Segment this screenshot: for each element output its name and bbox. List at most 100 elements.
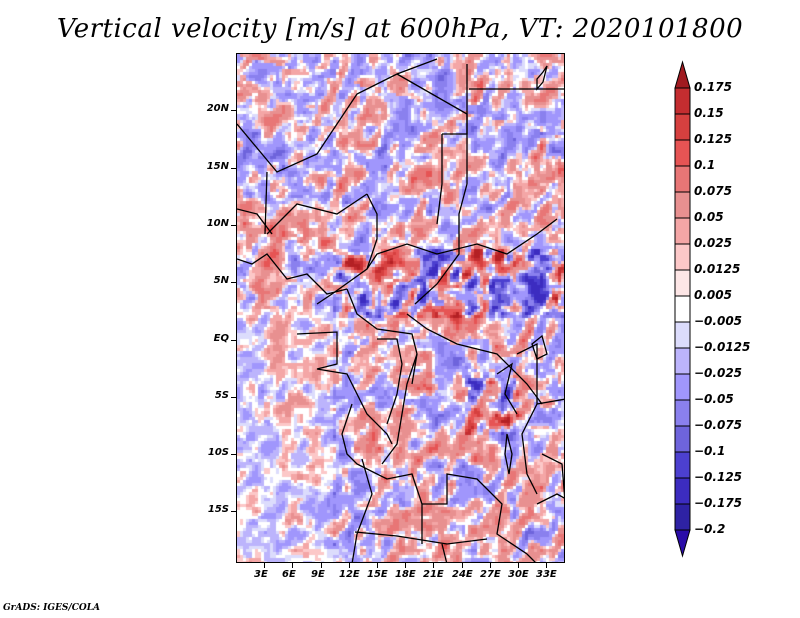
colorbar-level-label: 0.05 [694, 210, 724, 224]
border-line [536, 398, 564, 405]
y-tick-mark [231, 511, 236, 512]
y-tick-label: 10N [206, 218, 229, 229]
x-tick-mark [518, 563, 519, 568]
colorbar-swatch [674, 113, 691, 141]
x-tick-mark [264, 563, 265, 568]
border-line [237, 253, 348, 295]
x-tick-label: 9E [311, 569, 325, 580]
x-tick-mark [462, 563, 463, 568]
colorbar-swatch [674, 503, 691, 531]
colorbar-level-label: −0.005 [694, 314, 743, 328]
x-tick-mark [321, 563, 322, 568]
x-tick-mark [349, 563, 350, 568]
y-tick-label: 15N [206, 161, 229, 172]
y-tick-label: 10S [207, 447, 229, 458]
y-tick-label: 20N [206, 103, 229, 114]
colorbar-swatch [674, 87, 691, 115]
y-tick-label: EQ [213, 333, 229, 344]
colorbar-level-label: −0.05 [694, 392, 734, 406]
colorbar-swatch [674, 347, 691, 375]
x-tick-label: 15E [367, 569, 388, 580]
border-line [441, 543, 448, 562]
x-tick-mark [405, 563, 406, 568]
colorbar-swatch [674, 217, 691, 245]
y-tick-mark [231, 110, 236, 111]
border-line [341, 403, 423, 544]
colorbar-swatch [674, 373, 691, 401]
x-tick-label: 12E [339, 569, 360, 580]
lake-outline [536, 65, 548, 91]
y-tick-mark [231, 397, 236, 398]
border-line [266, 193, 368, 235]
chart-title: Vertical velocity [m/s] at 600hPa, VT: 2… [56, 14, 744, 44]
colorbar-swatch [674, 321, 691, 349]
border-line [406, 313, 543, 405]
y-tick-mark [231, 168, 236, 169]
x-tick-mark [546, 563, 547, 568]
border-line [422, 473, 536, 562]
x-tick-mark [292, 563, 293, 568]
border-line [237, 58, 438, 173]
colorbar-swatch [674, 139, 691, 167]
colorbar-swatch [674, 399, 691, 427]
x-tick-label: 18E [395, 569, 416, 580]
border-line [377, 338, 403, 425]
border-line [237, 208, 273, 235]
y-tick-label: 5S [214, 390, 229, 401]
colorbar-level-label: 0.005 [694, 288, 732, 302]
y-tick-mark [231, 225, 236, 226]
colorbar-swatch [674, 269, 691, 297]
colorbar-level-label: 0.0125 [694, 262, 741, 276]
border-line [414, 183, 468, 305]
colorbar-level-label: 0.1 [694, 158, 716, 172]
colorbar-swatch [674, 165, 691, 193]
border-line [351, 458, 373, 562]
x-tick-label: 21E [423, 569, 444, 580]
x-tick-label: 6E [282, 569, 296, 580]
x-tick-label: 24E [452, 569, 473, 580]
colorbar-level-label: 0.125 [694, 132, 732, 146]
border-line [536, 493, 564, 505]
border-line [296, 331, 393, 445]
colorbar-bottom-arrow [674, 529, 691, 558]
border-line [366, 193, 378, 270]
border-line [316, 218, 558, 305]
grads-credit: GrADS: IGES/COLA [3, 603, 101, 613]
colorbar-level-label: 0.025 [694, 236, 732, 250]
y-tick-mark [231, 282, 236, 283]
border-line [354, 531, 488, 545]
colorbar-level-label: −0.075 [694, 418, 743, 432]
border-line [516, 342, 538, 495]
x-tick-label: 27E [480, 569, 501, 580]
colorbar-swatch [674, 425, 691, 453]
border-line [396, 73, 468, 184]
x-tick-label: 30E [508, 569, 529, 580]
colorbar-swatch [674, 191, 691, 219]
colorbar-level-label: −0.175 [694, 496, 743, 510]
border-line [496, 362, 518, 415]
y-tick-mark [231, 454, 236, 455]
border-line [264, 171, 268, 235]
colorbar-level-label: −0.125 [694, 470, 743, 484]
colorbar-swatch [674, 295, 691, 323]
lake-outline [504, 433, 513, 475]
x-tick-label: 33E [536, 569, 557, 580]
colorbar-level-label: −0.1 [694, 444, 726, 458]
country-borders [237, 58, 564, 562]
y-tick-mark [231, 340, 236, 341]
x-tick-label: 3E [254, 569, 268, 580]
vertical-velocity-field [237, 54, 564, 562]
x-tick-mark [490, 563, 491, 568]
colorbar-level-label: 0.15 [694, 106, 724, 120]
colorbar-level-label: −0.2 [694, 522, 726, 536]
map-plot-area [236, 53, 565, 563]
y-tick-label: 5N [213, 275, 229, 286]
colorbar-level-label: −0.025 [694, 366, 743, 380]
x-tick-mark [377, 563, 378, 568]
lake-outline [531, 334, 548, 360]
colorbar-swatch [674, 451, 691, 479]
colorbar-level-label: 0.175 [694, 80, 732, 94]
colorbar-level-label: 0.075 [694, 184, 732, 198]
x-tick-mark [433, 563, 434, 568]
